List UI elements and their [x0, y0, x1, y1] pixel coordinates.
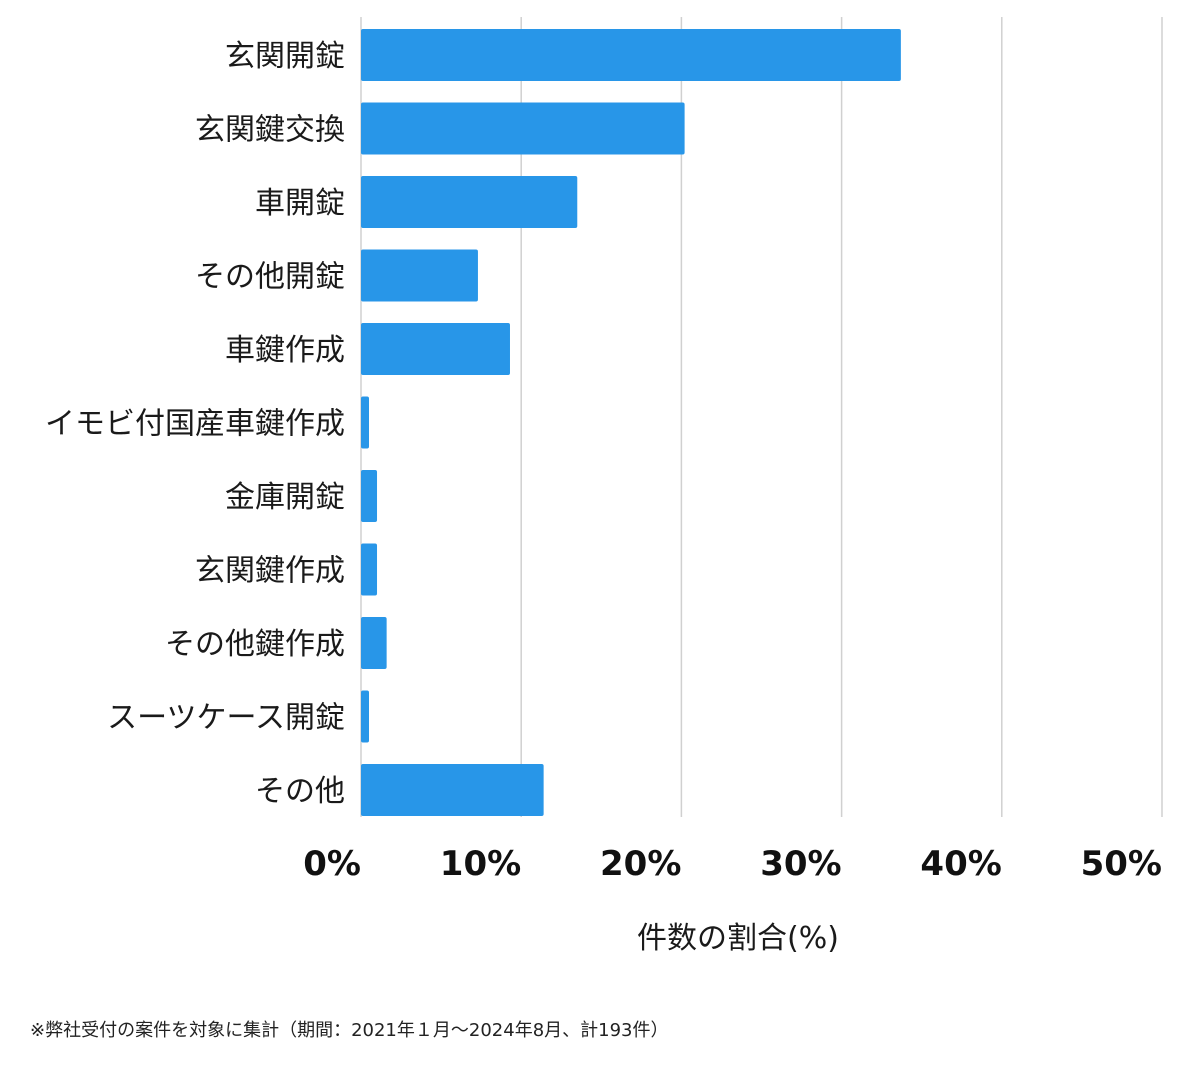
- x-tick-label-5: 50%: [1081, 844, 1162, 884]
- bar-4: [361, 323, 510, 375]
- bar-10: [361, 764, 544, 816]
- category-label-1: 玄関鍵交換: [195, 113, 345, 148]
- x-tick-label-0: 0%: [303, 844, 361, 884]
- category-label-0: 玄関開錠: [225, 39, 345, 74]
- x-tick-label-2: 20%: [600, 844, 681, 884]
- bar-9: [361, 690, 370, 743]
- x-axis-title: 件数の割合(%): [637, 921, 839, 956]
- category-label-2: 車開錠: [255, 186, 345, 221]
- bars: [361, 29, 901, 816]
- category-label-3: その他開錠: [195, 260, 345, 295]
- bar-2: [361, 176, 578, 228]
- bar-1: [361, 102, 685, 155]
- category-label-9: スーツケース開錠: [107, 701, 345, 736]
- bar-8: [361, 617, 387, 669]
- bar-3: [361, 249, 478, 302]
- bar-7: [361, 543, 378, 596]
- category-label-7: 玄関鍵作成: [195, 554, 345, 589]
- category-label-4: 車鍵作成: [225, 333, 345, 368]
- x-tick-label-4: 40%: [920, 844, 1001, 884]
- category-label-10: その他: [255, 774, 345, 809]
- category-label-6: 金庫開錠: [225, 480, 345, 515]
- bar-5: [361, 396, 370, 449]
- x-tick-labels: 0% 10% 20% 30% 40% 50%: [303, 844, 1162, 884]
- footnote: ※弊社受付の案件を対象に集計（期間：2021年１月〜2024年8月、計193件）: [30, 1020, 669, 1041]
- bar-6: [361, 470, 378, 522]
- bar-0: [361, 29, 901, 81]
- category-label-8: その他鍵作成: [165, 627, 345, 662]
- bar-chart: 玄関開錠玄関鍵交換車開錠その他開錠車鍵作成イモビ付国産車鍵作成金庫開錠玄関鍵作成…: [45, 17, 1163, 956]
- x-tick-label-1: 10%: [440, 844, 521, 884]
- category-label-5: イモビ付国産車鍵作成: [45, 407, 345, 442]
- x-tick-label-3: 30%: [760, 844, 841, 884]
- category-labels: 玄関開錠玄関鍵交換車開錠その他開錠車鍵作成イモビ付国産車鍵作成金庫開錠玄関鍵作成…: [45, 39, 345, 809]
